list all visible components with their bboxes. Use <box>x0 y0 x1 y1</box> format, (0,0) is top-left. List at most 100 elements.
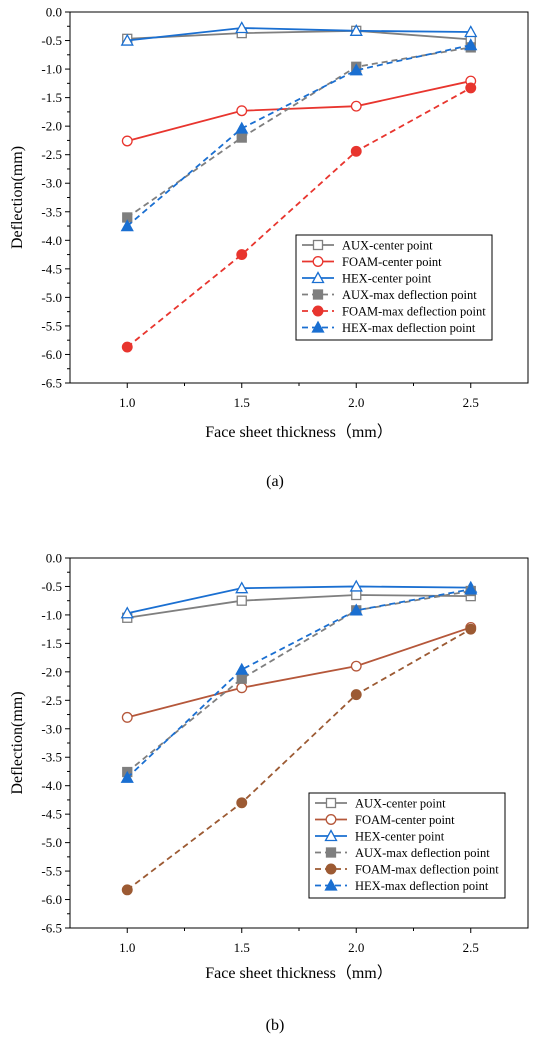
x-tick-label: 2.0 <box>348 940 364 955</box>
y-tick-label: -6.5 <box>41 921 62 936</box>
data-point <box>121 135 133 147</box>
series-foam-max-deflection-point <box>121 82 477 353</box>
series-line <box>127 29 471 41</box>
legend-marker <box>311 271 325 284</box>
panel-caption: (a) <box>266 473 284 490</box>
y-tick-label: -4.5 <box>41 261 62 276</box>
data-point <box>236 595 247 606</box>
data-point <box>120 606 134 619</box>
x-axis-title: Face sheet thickness（mm） <box>205 423 393 441</box>
x-tick-label: 1.5 <box>234 940 250 955</box>
data-point <box>121 884 133 896</box>
legend-box <box>308 792 506 899</box>
legend-marker <box>324 878 338 891</box>
data-point <box>236 673 247 684</box>
data-point <box>236 105 248 117</box>
data-point <box>349 23 363 36</box>
series-line <box>126 628 472 891</box>
data-point <box>350 145 362 157</box>
data-point <box>120 770 134 783</box>
x-tick-label: 2.0 <box>348 395 364 410</box>
y-tick-label: -0.5 <box>41 579 62 594</box>
data-point <box>465 82 477 94</box>
series-foam-max-deflection-point <box>121 623 477 896</box>
series-line <box>127 594 471 619</box>
chart-panel-b: 0.0 -0.5 -1.0 -1.5 -2.0 -2.5 -3.0 -3.5 -4.0 -4.5 -… <box>9 551 529 1034</box>
x-tick-label: 1.5 <box>234 395 250 410</box>
data-point <box>350 660 362 672</box>
data-point <box>351 589 362 601</box>
series-foam-center-point <box>121 75 477 147</box>
data-point <box>349 63 363 76</box>
data-point <box>235 662 249 675</box>
legend-marker <box>311 320 325 333</box>
legend-label: FOAM-max deflection point <box>355 863 499 877</box>
data-point <box>120 219 134 232</box>
legend-label: FOAM-center point <box>342 255 442 269</box>
y-tick-label: -2.0 <box>41 119 62 134</box>
series-foam-center-point <box>121 621 477 723</box>
x-tick-label: 2.5 <box>463 395 479 410</box>
legend-label: AUX-max deflection point <box>355 846 490 860</box>
panel-caption: (b) <box>266 1017 285 1034</box>
series-line <box>127 80 471 142</box>
y-tick-label: -5.5 <box>41 318 62 333</box>
y-tick-label: -3.5 <box>41 204 62 219</box>
data-point <box>464 38 478 51</box>
legend-label: HEX-max deflection point <box>355 879 489 893</box>
series-aux-center-point <box>122 589 476 623</box>
series-hex-max-deflection-point <box>120 582 478 783</box>
legend-label: AUX-max deflection point <box>342 288 477 302</box>
y-axis-title: Deflection(mm) <box>9 691 26 794</box>
y-tick-label: -2.5 <box>41 693 62 708</box>
series-hex-center-point <box>120 21 478 46</box>
y-tick-label: -5.5 <box>41 864 62 879</box>
data-point <box>349 603 363 616</box>
series-aux-max-deflection-point <box>122 42 476 223</box>
data-point <box>350 689 362 701</box>
data-point <box>121 341 133 353</box>
x-tick-label: 2.5 <box>463 940 479 955</box>
legend: AUX-center point FOAM-center point HEX-cen… <box>308 792 506 899</box>
series-line <box>126 44 471 227</box>
data-point <box>236 682 248 694</box>
y-tick-label: -3.5 <box>41 750 62 765</box>
data-point <box>235 21 249 34</box>
series-line <box>127 585 471 615</box>
series-hex-center-point <box>120 579 478 619</box>
data-point <box>350 100 362 112</box>
chart-panel-a: 0.0 -0.5 -1.0 -1.5 -2.0 -2.5 -3.0 -3.5 -4.0 -4.5 -… <box>9 5 529 490</box>
data-point <box>120 33 134 46</box>
x-tick-label: 1.0 <box>119 395 135 410</box>
series-line <box>127 27 471 42</box>
x-axis-title: Face sheet thickness（mm） <box>205 964 393 982</box>
y-tick-label: -4.5 <box>41 807 62 822</box>
legend-marker <box>325 797 337 809</box>
data-point <box>465 623 477 635</box>
y-tick-label: -2.5 <box>41 147 62 162</box>
legend-marker <box>312 256 324 267</box>
y-tick-label: -4.0 <box>41 233 62 248</box>
legend-marker <box>312 239 324 251</box>
y-tick-label: -1.0 <box>41 62 62 77</box>
y-tick-label: -0.5 <box>41 33 62 48</box>
data-point <box>236 797 248 809</box>
data-point <box>236 249 248 261</box>
series-line <box>127 626 472 719</box>
legend-marker <box>324 829 338 842</box>
legend-label: HEX-center point <box>342 272 432 286</box>
y-tick-label: 0.0 <box>46 5 62 20</box>
legend-marker <box>325 814 337 825</box>
legend-marker <box>325 847 337 858</box>
data-point <box>464 25 478 38</box>
legend-label: FOAM-center point <box>355 813 455 827</box>
series-line <box>126 46 471 219</box>
x-tick-label: 1.0 <box>119 940 135 955</box>
y-tick-label: 0.0 <box>46 551 62 566</box>
legend: AUX-center point FOAM-center point HEX-cen… <box>295 234 493 341</box>
y-axis-title: Deflection(mm) <box>9 146 26 249</box>
data-point <box>464 582 478 595</box>
data-point <box>236 132 247 143</box>
legend-marker <box>312 305 324 317</box>
